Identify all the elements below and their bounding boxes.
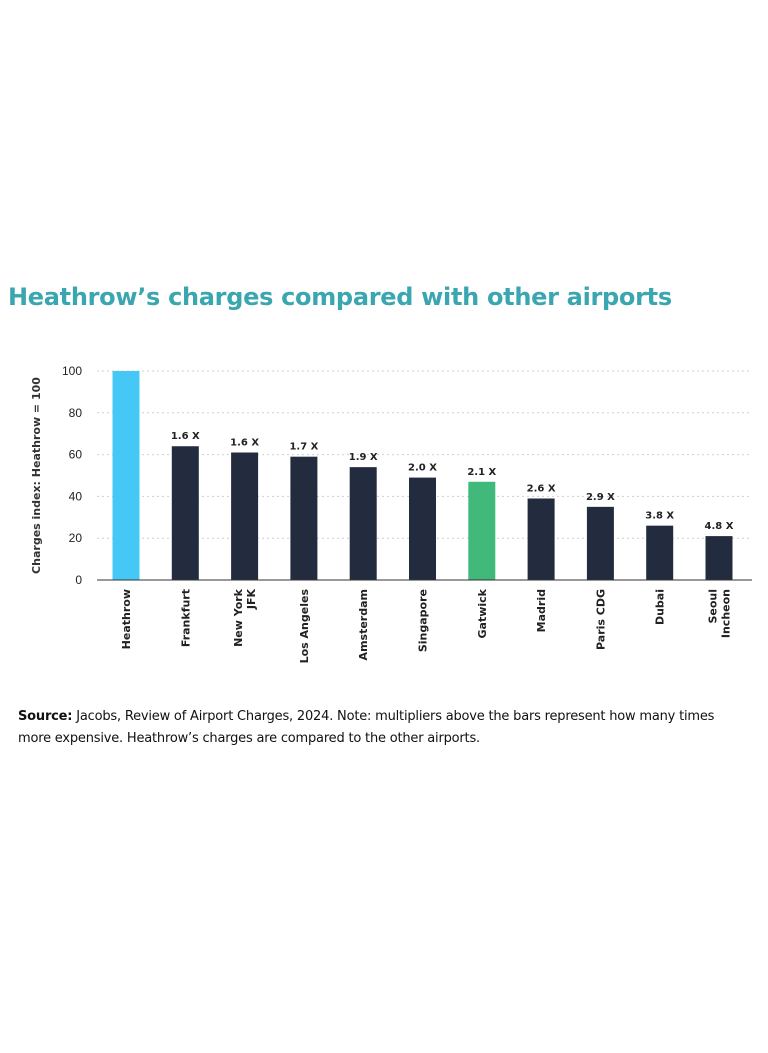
bar xyxy=(290,456,318,580)
bar xyxy=(409,477,436,580)
x-tick-label: New York JFK xyxy=(232,588,258,647)
bar-value-label: 2.6 X xyxy=(527,483,556,494)
x-tick-label: Madrid xyxy=(535,589,548,632)
bar xyxy=(171,446,199,580)
y-tick-label: 80 xyxy=(69,406,83,420)
y-tick-label: 20 xyxy=(69,531,83,545)
bar-value-label: 2.0 X xyxy=(408,463,437,474)
x-tick-text: Amsterdam xyxy=(357,589,370,660)
x-tick-label: Los Angeles xyxy=(298,589,311,664)
x-tick-text: Frankfurt xyxy=(179,589,192,647)
bar-value-label: 4.8 X xyxy=(705,521,734,532)
x-tick-label: Frankfurt xyxy=(179,589,192,647)
x-tick-label: Gatwick xyxy=(476,588,489,638)
x-tick-text: New York xyxy=(232,588,245,647)
x-tick-text: Madrid xyxy=(535,589,548,632)
bar xyxy=(705,536,733,580)
x-tick-text: Heathrow xyxy=(120,589,133,649)
source-note: Source: Jacobs, Review of Airport Charge… xyxy=(18,706,748,750)
bar xyxy=(231,452,259,580)
x-tick-label: Paris CDG xyxy=(594,589,607,650)
bar xyxy=(349,467,377,580)
bar-chart: 0 20 40 60 80 100 Charges index: Heathrow = 1… xyxy=(30,364,752,663)
y-tick-label: 100 xyxy=(62,364,82,378)
bars: 1.6 X 1.6 X 1.7 X 1.9 X 2.0 X 2.1 X 2.6 X 2.9 X… xyxy=(112,371,734,580)
y-tick-label: 60 xyxy=(69,448,83,462)
x-tick-text: Singapore xyxy=(417,589,430,652)
bar xyxy=(527,498,555,580)
bar-value-label: 3.8 X xyxy=(645,511,674,522)
bar xyxy=(646,525,674,580)
bar xyxy=(468,481,496,580)
x-tick-label: Amsterdam xyxy=(357,589,370,660)
x-tick-text: JFK xyxy=(245,589,258,611)
y-axis-label: Charges index: Heathrow = 100 xyxy=(30,377,43,574)
y-tick-label: 0 xyxy=(75,573,82,587)
y-tick-label: 40 xyxy=(69,489,83,503)
bar-value-label: 1.6 X xyxy=(171,431,200,442)
bar-value-label: 1.9 X xyxy=(349,452,378,463)
x-axis-ticks: Heathrow Frankfurt New York JFK Los Angeles A… xyxy=(120,588,733,663)
x-tick-label: Heathrow xyxy=(120,589,133,649)
x-tick-label: Singapore xyxy=(417,589,430,652)
x-tick-text: Incheon xyxy=(720,589,733,638)
bar-value-label: 1.7 X xyxy=(289,442,318,453)
x-tick-label: Seoul Incheon xyxy=(707,589,733,638)
source-text: Jacobs, Review of Airport Charges, 2024.… xyxy=(18,709,715,746)
chart-title: Heathrow’s charges compared with other a… xyxy=(8,283,672,311)
x-tick-text: Gatwick xyxy=(476,588,489,638)
gridlines xyxy=(97,370,752,539)
x-tick-text: Los Angeles xyxy=(298,589,311,664)
x-tick-text: Dubai xyxy=(654,589,667,625)
bar-value-label: 2.1 X xyxy=(467,467,496,478)
bar-value-label: 2.9 X xyxy=(586,492,615,503)
x-tick-text: Seoul xyxy=(707,589,720,624)
x-tick-label: Dubai xyxy=(654,589,667,625)
x-tick-text: Paris CDG xyxy=(594,589,607,650)
y-axis-ticks: 0 20 40 60 80 100 xyxy=(62,364,82,587)
bar-value-label: 1.6 X xyxy=(230,438,259,449)
bar xyxy=(586,506,614,580)
bar xyxy=(112,371,140,580)
source-label: Source: xyxy=(18,709,73,724)
